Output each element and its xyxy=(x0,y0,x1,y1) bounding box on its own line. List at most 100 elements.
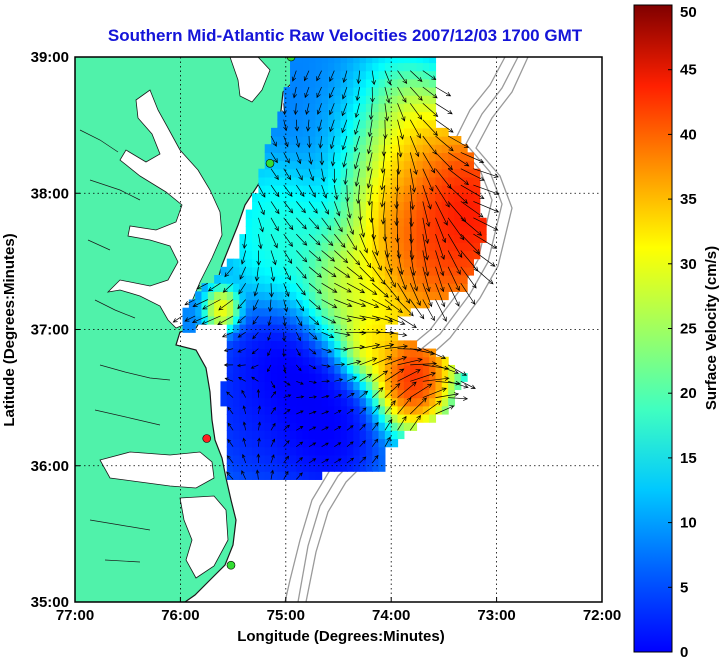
velocity-arrow xyxy=(305,119,311,132)
heatmap-cell xyxy=(245,217,253,227)
heatmap-cell xyxy=(264,422,272,431)
velocity-arrow xyxy=(341,119,348,134)
heatmap-cell xyxy=(334,381,342,391)
heatmap-cell xyxy=(245,389,253,399)
velocity-arrow xyxy=(270,406,276,415)
heatmap-cell xyxy=(384,356,392,366)
heatmap-cell xyxy=(416,291,424,301)
heatmap-cell xyxy=(410,389,418,399)
heatmap-cell xyxy=(258,405,266,415)
heatmap-cell xyxy=(264,454,272,464)
radar-site-marker xyxy=(286,57,296,62)
heatmap-cell xyxy=(378,62,386,72)
heatmap-cell xyxy=(315,201,323,211)
heatmap-cell xyxy=(290,86,297,96)
heatmap-cell xyxy=(410,176,418,186)
velocity-arrow xyxy=(460,380,476,389)
heatmap-cell xyxy=(448,152,456,162)
velocity-arrow xyxy=(304,86,310,99)
heatmap-cell xyxy=(365,127,373,137)
velocity-arrow xyxy=(447,380,469,389)
colorbar-tick-label: 15 xyxy=(680,450,697,467)
velocity-arrow xyxy=(422,201,431,228)
heatmap-cell xyxy=(239,446,247,456)
heatmap-cell xyxy=(448,364,456,374)
heatmap-cell xyxy=(296,454,304,464)
heatmap-cell xyxy=(239,348,247,358)
heatmap-cell xyxy=(258,307,266,317)
heatmap-cell xyxy=(334,250,342,260)
heatmap-cell xyxy=(359,70,367,80)
heatmap-cell xyxy=(422,127,430,137)
heatmap-cell xyxy=(271,193,278,203)
velocity-arrow xyxy=(354,119,360,136)
heatmap-cell xyxy=(315,291,323,301)
heatmap-cell xyxy=(315,258,323,268)
heatmap-cell xyxy=(467,176,475,186)
heatmap-cell xyxy=(372,340,380,350)
heatmap-cell xyxy=(277,193,285,203)
velocity-arrow xyxy=(256,453,261,463)
heatmap-cell xyxy=(359,356,367,366)
heatmap-cell xyxy=(372,381,380,391)
velocity-arrow xyxy=(237,331,246,338)
heatmap-cell xyxy=(245,454,253,464)
heatmap-cell xyxy=(378,340,386,350)
velocity-arrow xyxy=(308,315,320,326)
grid-lines xyxy=(75,57,602,602)
heatmap-cell xyxy=(340,299,348,309)
heatmap-cell xyxy=(226,446,234,456)
heatmap-cell xyxy=(321,405,329,415)
heatmap-cell xyxy=(416,266,424,276)
velocity-arrow xyxy=(240,250,247,265)
heatmap-cell xyxy=(460,185,468,194)
heatmap-cell xyxy=(372,201,380,211)
heatmap-cell xyxy=(283,348,291,358)
velocity-arrow xyxy=(422,299,435,322)
heatmap-cell xyxy=(252,258,259,268)
heatmap-cell xyxy=(372,422,380,431)
heatmap-cell xyxy=(315,454,323,464)
velocity-arrow xyxy=(227,406,234,415)
heatmap-cell xyxy=(226,299,234,309)
heatmap-cell xyxy=(422,70,430,80)
heatmap-cell xyxy=(239,471,247,480)
heatmap-cell xyxy=(397,193,405,203)
heatmap-cell xyxy=(290,160,297,170)
velocity-arrow xyxy=(283,424,290,431)
heatmap-cell xyxy=(359,62,367,72)
heatmap-cell xyxy=(308,209,316,219)
heatmap-cell xyxy=(283,127,291,137)
heatmap-cell xyxy=(454,373,462,382)
velocity-arrow xyxy=(223,363,234,367)
heatmap-cell xyxy=(353,225,361,235)
heatmap-cell xyxy=(277,422,285,431)
heatmap-cell xyxy=(296,234,304,243)
heatmap-cell xyxy=(378,70,386,80)
heatmap-cell xyxy=(214,275,222,284)
heatmap-cell xyxy=(233,291,241,301)
heatmap-cell xyxy=(372,78,380,88)
river-lines xyxy=(79,129,171,563)
heatmap-cell xyxy=(245,422,253,431)
heatmap-cell xyxy=(441,266,449,276)
velocity-arrow xyxy=(435,168,452,190)
heatmap-cell xyxy=(283,103,291,113)
velocity-arrow xyxy=(291,70,297,82)
heatmap-cell xyxy=(290,62,297,72)
heatmap-cell xyxy=(473,176,481,186)
heatmap-cell xyxy=(239,454,247,464)
heatmap-cell xyxy=(321,70,329,80)
heatmap-cell xyxy=(359,160,367,170)
velocity-arrow xyxy=(296,364,302,372)
heatmap-cell xyxy=(296,70,304,80)
heatmap-cell xyxy=(378,111,386,121)
heatmap-cell xyxy=(334,62,342,72)
heatmap-cell xyxy=(422,144,430,153)
heatmap-cell xyxy=(372,438,380,448)
heatmap-cell xyxy=(271,364,278,374)
heatmap-cell xyxy=(245,373,253,382)
heatmap-cell xyxy=(308,119,316,129)
heatmap-cell xyxy=(435,209,443,219)
